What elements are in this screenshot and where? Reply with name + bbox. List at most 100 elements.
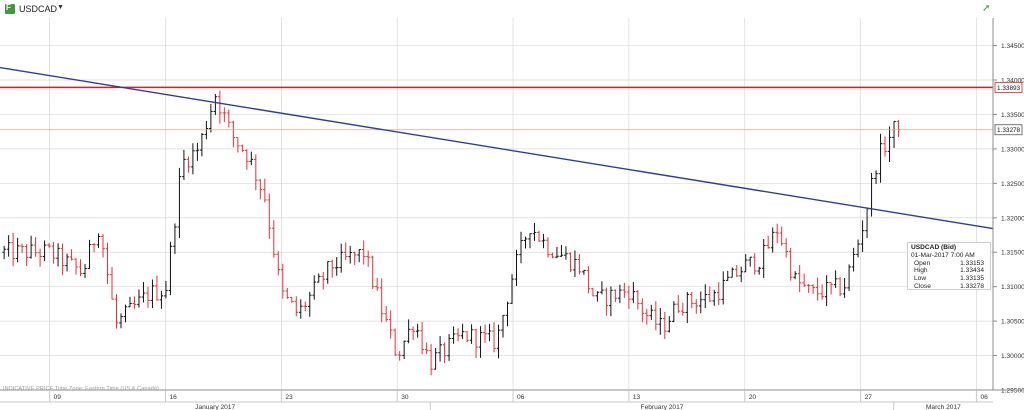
ohlc-bar xyxy=(820,284,824,300)
ohlc-bar xyxy=(24,244,29,267)
y-tick-label: 1.31000 xyxy=(1001,284,1024,291)
ohlc-bar xyxy=(164,280,168,299)
ohlc-bar xyxy=(393,328,397,356)
ohlc-bar xyxy=(716,282,721,306)
ohlc-bar xyxy=(334,257,339,276)
y-tick-label: 1.29500 xyxy=(1001,388,1024,395)
ohlc-bar xyxy=(680,302,685,316)
ohlc-bar xyxy=(280,263,285,299)
app-logo-icon: F xyxy=(5,3,15,14)
ohlc-bar xyxy=(815,277,820,301)
ohlc-bar xyxy=(896,120,901,138)
time-axis: 09 16 23 30 06 13 20 27 06 January 2017 February 2… xyxy=(0,389,1024,410)
ohlc-bar xyxy=(640,298,645,323)
ohlc-bar xyxy=(622,282,627,298)
info-row-close: Close 1.33278 xyxy=(914,282,984,290)
ohlc-bar xyxy=(254,154,258,191)
ohlc-bar xyxy=(200,132,204,157)
ohlc-bar xyxy=(375,277,379,291)
ohlc-bar xyxy=(824,275,829,307)
ohlc-bar xyxy=(361,240,366,265)
ohlc-bar xyxy=(2,245,6,260)
ohlc-bar xyxy=(29,235,33,259)
ohlc-bar xyxy=(159,290,164,309)
ohlc-bar xyxy=(406,319,411,344)
ohlc-bar xyxy=(604,287,609,316)
ohlc-bar xyxy=(442,342,447,364)
pin-icon[interactable]: ➚ xyxy=(982,3,991,14)
ohlc-bar xyxy=(645,308,649,325)
info-title: USDCAD (Bid) xyxy=(911,244,957,251)
price-tag-box xyxy=(994,124,1023,136)
ohlc-bar xyxy=(609,286,613,317)
grid-lines xyxy=(0,18,993,391)
y-tick-label: 1.30500 xyxy=(1001,319,1024,326)
ohlc-bar xyxy=(38,248,42,267)
ohlc-bar xyxy=(775,223,779,244)
ohlc-bar xyxy=(546,237,550,258)
symbol-selector[interactable]: USDCAD xyxy=(19,4,58,14)
ohlc-bar xyxy=(478,326,483,358)
ohlc-bar xyxy=(110,266,114,300)
ohlc-bar xyxy=(186,156,191,173)
ohlc-bar xyxy=(339,243,344,273)
ohlc-bar xyxy=(101,234,105,258)
y-tick-label: 1.33000 xyxy=(1001,146,1024,153)
ohlc-bar xyxy=(222,107,227,123)
ohlc-bar xyxy=(550,252,555,259)
info-row-open: Open 1.33153 xyxy=(914,259,984,267)
ohlc-bar xyxy=(141,282,146,303)
ohlc-info-box: USDCAD (Bid) 01-Mar-2017 7:00 AM Open 1.3… xyxy=(907,242,991,290)
ohlc-bar xyxy=(685,292,690,324)
ohlc-bar xyxy=(541,233,546,249)
x-tick-label: 23 xyxy=(285,394,293,401)
ohlc-bar xyxy=(195,142,200,161)
ohlc-bar xyxy=(811,284,815,294)
ohlc-bar xyxy=(105,242,110,284)
ohlc-bar xyxy=(842,277,847,298)
ohlc-bar xyxy=(856,239,860,258)
ohlc-bar xyxy=(689,291,694,309)
ohlc-bar xyxy=(447,334,451,361)
ohlc-bar xyxy=(779,226,784,246)
ohlc-bar xyxy=(730,267,735,278)
ohlc-bar xyxy=(658,307,663,335)
ohlc-bar xyxy=(218,90,222,124)
ohlc-bar xyxy=(78,259,83,277)
info-row-high: High 1.33434 xyxy=(914,267,984,275)
ohlc-bar xyxy=(227,109,231,128)
price-axis: 1.29500 1.30000 1.30500 1.31000 1.31500 1.320… xyxy=(992,0,1024,410)
ohlc-bar xyxy=(492,322,496,353)
ohlc-bar xyxy=(20,243,24,253)
ohlc-bar xyxy=(370,255,375,290)
ohlc-bar xyxy=(204,121,209,140)
footnote: INDICATIVE PRICE Time Zone: Eastern Time… xyxy=(3,386,159,392)
ohlc-bar xyxy=(469,324,474,344)
y-tick-label: 1.31500 xyxy=(1001,250,1024,257)
ohlc-bar xyxy=(537,230,541,242)
ohlc-bar xyxy=(784,238,788,258)
ohlc-bar xyxy=(173,223,177,255)
ohlc-bar xyxy=(114,294,119,329)
ohlc-bar xyxy=(123,304,128,323)
ohlc-bar xyxy=(92,243,96,253)
chevron-down-icon[interactable]: ▼ xyxy=(57,4,64,11)
info-datetime: 01-Mar-2017 7:00 AM xyxy=(911,251,975,259)
ohlc-bar xyxy=(191,143,195,175)
y-tick-label: 1.34500 xyxy=(1001,43,1024,50)
ohlc-bar xyxy=(402,340,406,359)
info-row-low: Low 1.33135 xyxy=(914,275,984,283)
ohlc-bar xyxy=(146,286,150,308)
ohlc-bar xyxy=(707,286,712,303)
ohlc-bar xyxy=(743,254,748,273)
ohlc-bar xyxy=(752,253,757,275)
ohlc-bar xyxy=(627,285,631,309)
ohlc-bar xyxy=(451,326,456,344)
ohlc-bar xyxy=(42,240,47,262)
ohlc-bar xyxy=(348,245,353,264)
ohlc-bar xyxy=(245,149,249,170)
ohlc-bar xyxy=(748,256,753,267)
ohlc-bar xyxy=(568,252,573,273)
ohlc-bar xyxy=(667,316,672,333)
